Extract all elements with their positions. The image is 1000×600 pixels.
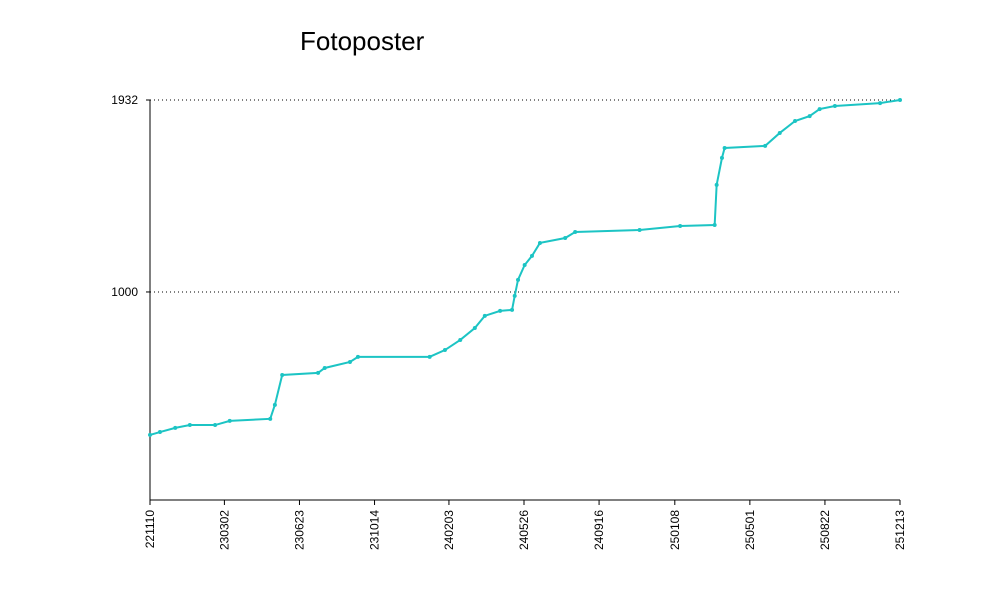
point xyxy=(213,423,218,428)
point xyxy=(537,240,542,245)
point xyxy=(898,98,902,102)
point xyxy=(510,307,515,312)
point xyxy=(678,224,683,229)
x-tick-label: 231014 xyxy=(368,510,382,550)
x-tick-label: 250822 xyxy=(818,510,832,550)
x-tick-label: 240916 xyxy=(592,510,606,550)
point xyxy=(516,277,521,282)
point xyxy=(442,348,447,353)
point xyxy=(482,313,487,318)
point xyxy=(347,359,352,364)
point xyxy=(268,416,273,421)
point xyxy=(355,354,360,359)
x-tick-label: 250108 xyxy=(668,510,682,550)
point xyxy=(148,432,152,437)
point xyxy=(322,365,327,370)
point xyxy=(427,354,432,359)
x-tick-label: 221110 xyxy=(143,510,157,549)
point xyxy=(157,430,162,435)
point xyxy=(173,425,178,430)
point xyxy=(522,262,527,267)
chart-title: Fotoposter xyxy=(300,26,425,56)
point xyxy=(807,114,812,119)
point xyxy=(878,101,883,106)
point xyxy=(722,145,727,150)
point xyxy=(529,253,534,258)
x-tick-label: 230302 xyxy=(217,510,231,550)
point xyxy=(637,227,642,232)
point xyxy=(227,418,232,423)
y-tick-label: 1000 xyxy=(111,285,138,299)
point xyxy=(777,130,782,135)
line xyxy=(149,99,901,436)
point xyxy=(712,223,717,228)
point xyxy=(719,155,724,160)
x-tick-label: 230623 xyxy=(292,510,306,550)
point xyxy=(563,236,568,241)
point xyxy=(793,119,798,124)
x-tick-label: 251213 xyxy=(893,510,907,550)
point xyxy=(498,308,503,313)
point xyxy=(817,107,822,112)
x-tick-label: 240203 xyxy=(442,510,456,550)
point xyxy=(512,293,517,298)
point xyxy=(458,337,463,342)
point xyxy=(272,402,277,407)
x-tick-label: 240526 xyxy=(517,510,531,550)
y-tick-label: 1932 xyxy=(111,93,138,107)
point xyxy=(472,326,477,331)
point xyxy=(832,103,837,108)
point xyxy=(763,143,768,148)
point xyxy=(573,230,578,235)
point xyxy=(280,372,285,377)
point xyxy=(187,423,192,428)
point xyxy=(714,182,719,187)
point xyxy=(316,370,321,375)
x-tick-label: 250501 xyxy=(743,510,757,550)
